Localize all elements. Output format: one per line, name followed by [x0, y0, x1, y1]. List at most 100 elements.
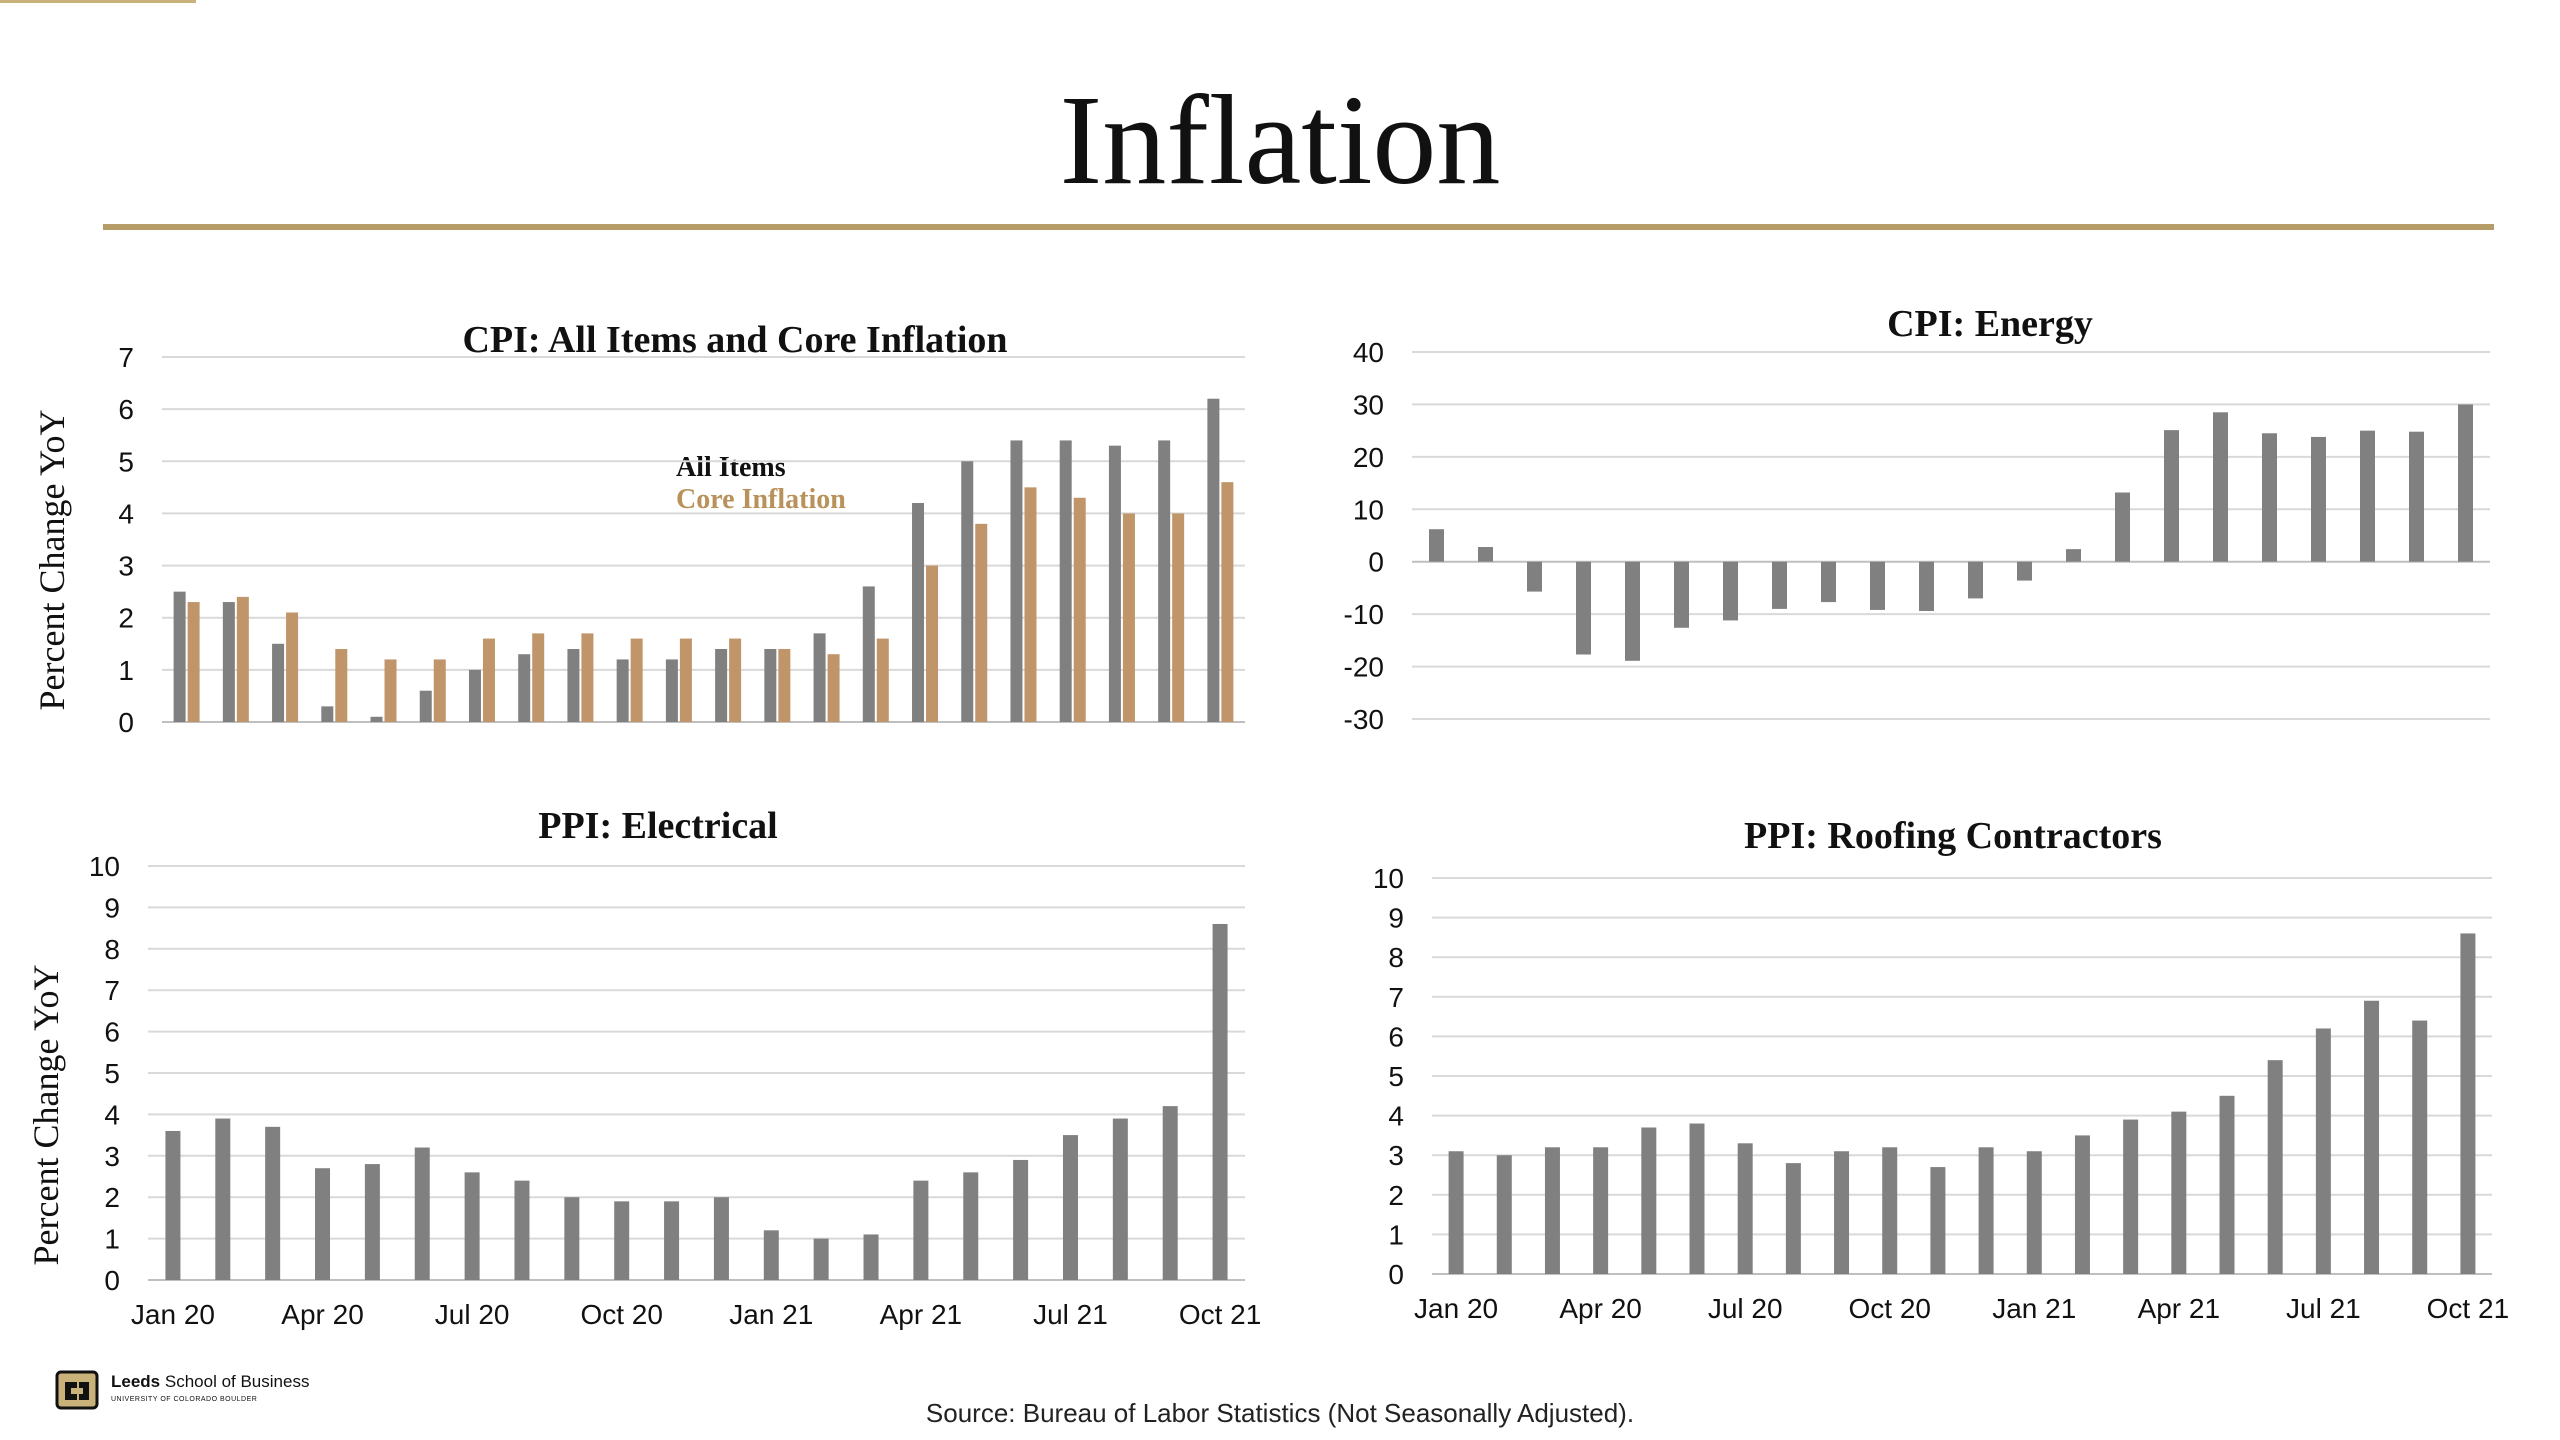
bar-all-items	[321, 706, 334, 722]
bar-value	[1496, 1155, 1512, 1274]
bar-core-inflation	[532, 633, 545, 722]
y-tick-label: 2	[118, 603, 134, 634]
bar-value	[1834, 1151, 1850, 1274]
bar-value	[2460, 933, 2476, 1274]
bar-core-inflation	[335, 649, 348, 722]
y-tick-label: 7	[1388, 982, 1404, 1013]
bar-core-inflation	[827, 654, 840, 722]
y-tick-label: 4	[118, 498, 134, 529]
bar-value	[2074, 1135, 2090, 1274]
source-note: Source: Bureau of Labor Statistics (Not …	[925, 1398, 1635, 1428]
bar-value	[664, 1201, 680, 1280]
bar-all-items	[419, 690, 432, 722]
bar-all-items	[1108, 445, 1121, 722]
bar-core-inflation	[1122, 513, 1135, 722]
y-tick-label: 0	[118, 707, 134, 738]
y-tick-label: 2	[104, 1182, 120, 1213]
x-tick-label: Jan 21	[729, 1299, 813, 1330]
bar-value	[514, 1180, 530, 1280]
y-tick-label: 10	[89, 851, 120, 882]
y-tick-label: 10	[1373, 863, 1404, 894]
bar-value	[2115, 492, 2130, 562]
x-tick-label: Apr 21	[880, 1299, 963, 1330]
title-divider	[103, 224, 2494, 230]
bar-value	[1821, 561, 1836, 603]
y-axis-label: Percent Change YoY	[26, 965, 66, 1266]
x-tick-label: Jan 20	[1414, 1293, 1498, 1324]
bar-core-inflation	[1172, 513, 1185, 722]
bar-value	[2360, 430, 2375, 562]
bar-value	[1674, 561, 1689, 628]
x-tick-label: Oct 21	[1179, 1299, 1261, 1330]
bar-value	[1625, 561, 1640, 661]
bar-value	[1723, 561, 1738, 621]
bar-value	[1870, 561, 1885, 610]
y-tick-label: 3	[1388, 1140, 1404, 1171]
bar-all-items	[813, 633, 826, 722]
logo-name: Leeds School of Business	[111, 1372, 310, 1391]
y-tick-label: 30	[1353, 389, 1384, 420]
bar-value	[464, 1172, 480, 1280]
bar-value	[763, 1230, 779, 1280]
logo-subtitle: UNIVERSITY OF COLORADO BOULDER	[111, 1396, 258, 1403]
bar-value	[813, 1238, 829, 1280]
bar-all-items	[468, 669, 481, 722]
bar-all-items	[961, 461, 974, 722]
bar-value	[2164, 430, 2179, 562]
bar-value	[1919, 561, 1934, 611]
y-tick-label: 0	[1368, 547, 1384, 578]
chart-title: PPI: Electrical	[538, 805, 778, 847]
bar-value	[614, 1201, 630, 1280]
bar-core-inflation	[630, 638, 643, 722]
bar-value	[1212, 923, 1228, 1280]
y-tick-label: 2	[1388, 1180, 1404, 1211]
leeds-logo: Leeds School of Business UNIVERSITY OF C…	[55, 1368, 355, 1418]
y-tick-label: 5	[1388, 1061, 1404, 1092]
x-tick-label: Oct 20	[1848, 1293, 1930, 1324]
bar-value	[2066, 549, 2081, 562]
bar-value	[414, 1147, 430, 1280]
y-tick-label: -30	[1344, 704, 1384, 735]
bar-all-items	[616, 659, 629, 722]
bar-all-items	[1207, 398, 1220, 722]
bar-all-items	[1059, 440, 1072, 722]
bar-all-items	[272, 643, 285, 722]
bar-value	[2458, 404, 2473, 562]
bar-value	[2364, 1000, 2380, 1274]
bar-core-inflation	[876, 638, 889, 722]
bar-all-items	[715, 649, 728, 722]
bar-core-inflation	[729, 638, 742, 722]
y-tick-label: 40	[1353, 337, 1384, 368]
bar-value	[1429, 529, 1444, 562]
bar-value	[1013, 1159, 1029, 1280]
y-tick-label: 9	[104, 892, 120, 923]
bar-all-items	[1010, 440, 1023, 722]
y-tick-label: 8	[1388, 942, 1404, 973]
bar-value	[1930, 1167, 1946, 1274]
bar-core-inflation	[187, 602, 200, 722]
bar-core-inflation	[679, 638, 692, 722]
bar-all-items	[912, 503, 925, 722]
bar-value	[315, 1168, 331, 1280]
x-tick-label: Jan 21	[1992, 1293, 2076, 1324]
bar-value	[963, 1172, 979, 1280]
y-tick-label: 1	[118, 655, 134, 686]
bar-all-items	[764, 649, 777, 722]
bar-value	[2171, 1111, 2187, 1274]
x-tick-label: Jul 20	[1708, 1293, 1783, 1324]
y-tick-label: 6	[118, 394, 134, 425]
bar-value	[2412, 1020, 2428, 1274]
bar-core-inflation	[778, 649, 791, 722]
cu-logo-icon	[55, 1370, 99, 1410]
bar-all-items	[370, 716, 383, 722]
bar-value	[1882, 1147, 1898, 1274]
bar-value	[2262, 433, 2277, 562]
bar-value	[1527, 561, 1542, 592]
corner-accent-line	[0, 0, 196, 3]
bar-value	[1737, 1143, 1753, 1274]
bar-value	[1978, 1147, 1994, 1274]
x-tick-label: Apr 20	[1559, 1293, 1642, 1324]
bar-all-items	[518, 654, 531, 722]
